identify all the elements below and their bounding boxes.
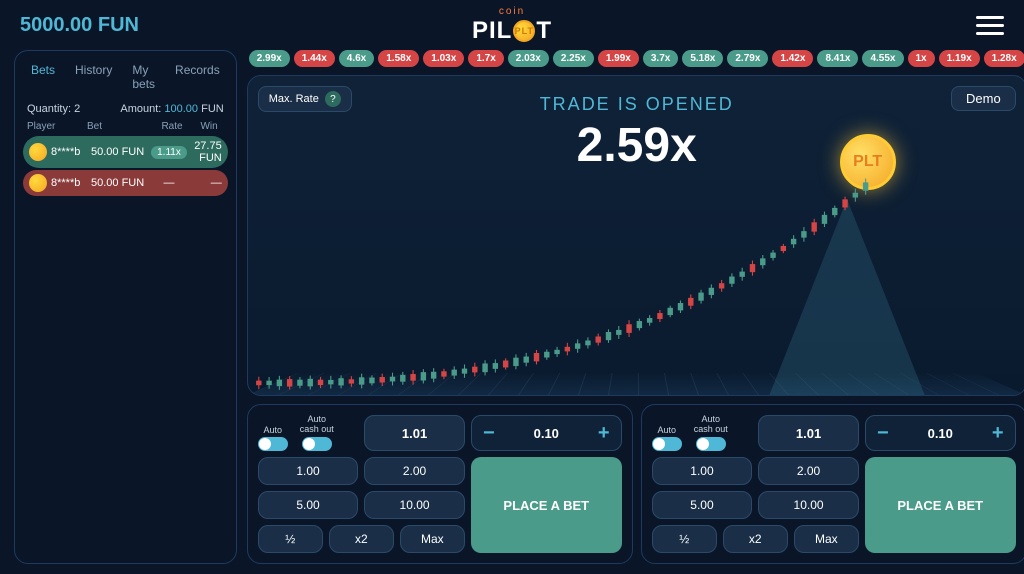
tab-my-bets[interactable]: My bets (124, 59, 163, 95)
demo-button[interactable]: Demo (951, 86, 1016, 111)
history-pill[interactable]: 1.58x (378, 50, 419, 67)
history-pill[interactable]: 3.7x (643, 50, 678, 67)
preset-1.00[interactable]: 1.00 (258, 457, 359, 485)
stake-value: 0.10 (900, 426, 981, 441)
bet-row: 8****b 50.00 FUN — — (23, 170, 228, 196)
stake-plus-button[interactable]: + (981, 416, 1015, 450)
menu-button[interactable] (976, 11, 1004, 40)
stake-minus-button[interactable]: − (866, 416, 900, 450)
avatar-icon (29, 143, 47, 161)
game-area: Max. Rate ? Demo TRADE IS OPENED 2.59x P… (247, 75, 1024, 396)
avatar-icon (29, 174, 47, 192)
bet-panel-2: Auto Auto cash out 1.01 − 0.10 + 1.002.0… (641, 404, 1024, 564)
history-pill[interactable]: 1.42x (772, 50, 813, 67)
stake-plus-button[interactable]: + (587, 416, 621, 450)
stake-stepper: − 0.10 + (865, 415, 1016, 451)
bets-sidebar: BetsHistoryMy betsRecords Quantity: 2 Am… (14, 50, 237, 564)
candlestick-chart (248, 156, 1024, 395)
preset-2.00[interactable]: 2.00 (364, 457, 465, 485)
history-pill[interactable]: 4.55x (862, 50, 903, 67)
bet-panel-1: Auto Auto cash out 1.01 − 0.10 + 1.002.0… (247, 404, 633, 564)
preset-x2[interactable]: x2 (329, 525, 394, 553)
history-pill[interactable]: 5.18x (682, 50, 723, 67)
logo: coin PILPLTT (472, 6, 552, 45)
history-pills: 2.99x1.44x4.6x1.58x1.03x1.7x2.03x2.25x1.… (247, 50, 1024, 67)
preset-Max[interactable]: Max (794, 525, 859, 553)
auto-toggle[interactable] (652, 437, 682, 451)
stake-stepper: − 0.10 + (471, 415, 622, 451)
preset-1.00[interactable]: 1.00 (652, 457, 753, 485)
preset-½[interactable]: ½ (652, 525, 717, 553)
trade-status: TRADE IS OPENED (540, 94, 734, 115)
auto-cashout-toggle[interactable] (696, 437, 726, 451)
history-pill[interactable]: 2.03x (508, 50, 549, 67)
tab-history[interactable]: History (67, 59, 120, 95)
preset-5.00[interactable]: 5.00 (258, 491, 359, 519)
place-bet-button[interactable]: PLACE A BET (471, 457, 622, 553)
tab-records[interactable]: Records (167, 59, 228, 95)
stake-value: 0.10 (506, 426, 587, 441)
preset-½[interactable]: ½ (258, 525, 323, 553)
balance-display: 5000.00 FUN (20, 14, 139, 37)
history-pill[interactable]: 2.99x (249, 50, 290, 67)
preset-10.00[interactable]: 10.00 (364, 491, 465, 519)
history-pill[interactable]: 4.6x (339, 50, 374, 67)
help-icon[interactable]: ? (325, 91, 341, 107)
history-pill[interactable]: 1x (908, 50, 935, 67)
max-rate-button[interactable]: Max. Rate ? (258, 86, 352, 112)
tab-bets[interactable]: Bets (23, 59, 63, 95)
logo-coin-icon: PLT (513, 20, 535, 42)
history-pill[interactable]: 2.25x (553, 50, 594, 67)
history-pill[interactable]: 1.99x (598, 50, 639, 67)
auto-toggle[interactable] (258, 437, 288, 451)
history-pill[interactable]: 1.19x (939, 50, 980, 67)
history-pill[interactable]: 8.41x (817, 50, 858, 67)
bet-row: 8****b 50.00 FUN 1.11x 27.75 FUN (23, 136, 228, 168)
history-pill[interactable]: 1.03x (423, 50, 464, 67)
cashout-value[interactable]: 1.01 (758, 415, 859, 451)
preset-5.00[interactable]: 5.00 (652, 491, 753, 519)
history-pill[interactable]: 1.44x (294, 50, 335, 67)
preset-x2[interactable]: x2 (723, 525, 788, 553)
history-pill[interactable]: 1.7x (468, 50, 503, 67)
cashout-value[interactable]: 1.01 (364, 415, 465, 451)
history-pill[interactable]: 1.28x (984, 50, 1024, 67)
auto-cashout-toggle[interactable] (302, 437, 332, 451)
stake-minus-button[interactable]: − (472, 416, 506, 450)
place-bet-button[interactable]: PLACE A BET (865, 457, 1016, 553)
preset-Max[interactable]: Max (400, 525, 465, 553)
history-pill[interactable]: 2.79x (727, 50, 768, 67)
preset-10.00[interactable]: 10.00 (758, 491, 859, 519)
preset-2.00[interactable]: 2.00 (758, 457, 859, 485)
